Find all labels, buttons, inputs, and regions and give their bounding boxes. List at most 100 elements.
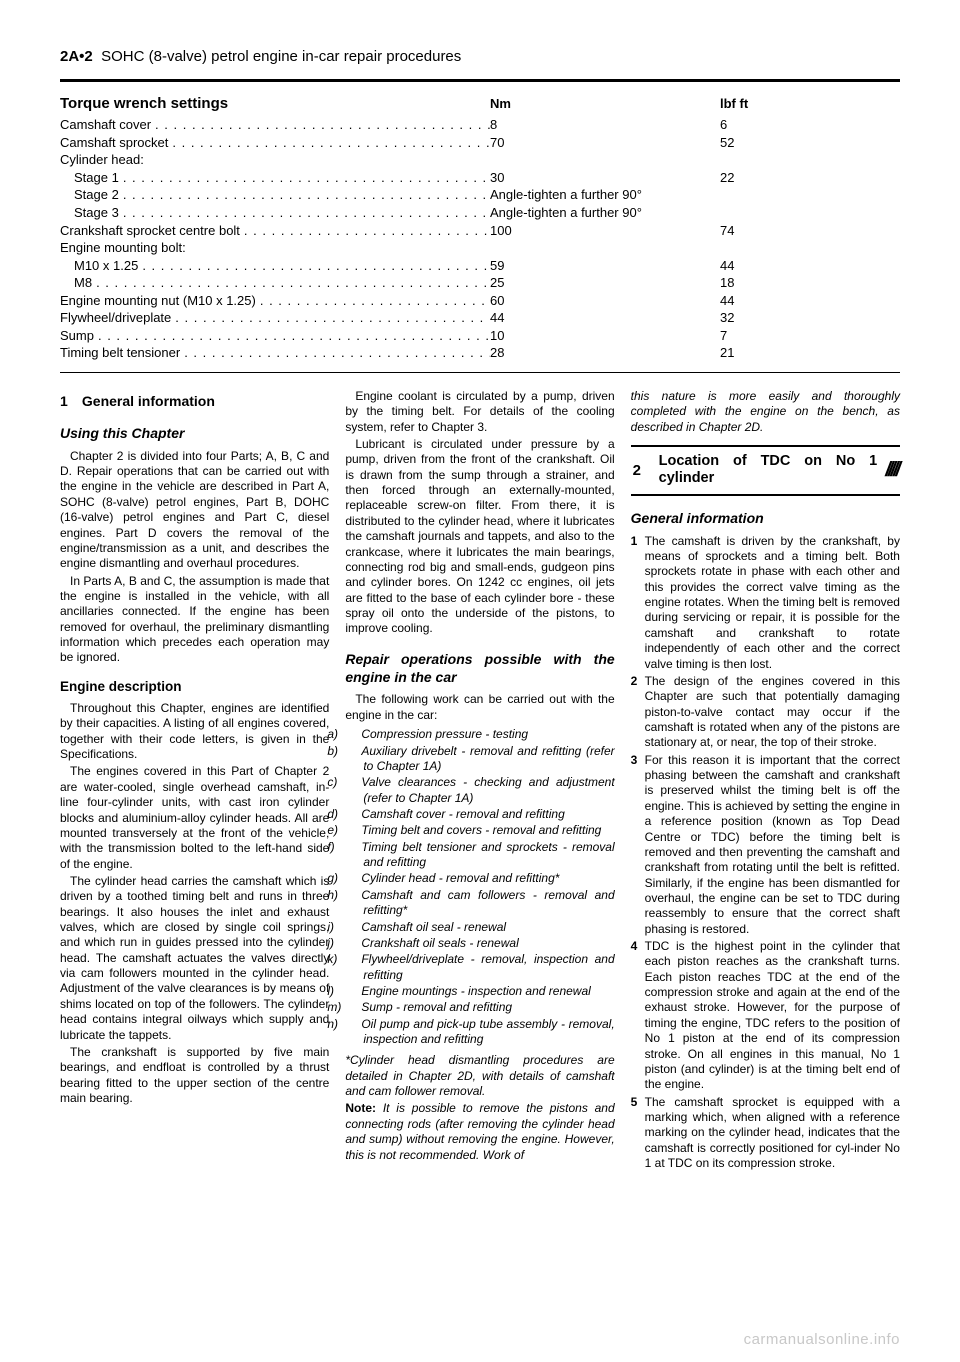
torque-nm: Angle-tighten a further 90° — [490, 204, 720, 222]
list-item: d)Camshaft cover - removal and refitting — [345, 807, 614, 822]
torque-row: Engine mounting bolt: — [60, 239, 900, 257]
torque-nm: 30 — [490, 169, 720, 187]
torque-nm: 59 — [490, 257, 720, 275]
torque-label: Timing belt tensioner — [60, 344, 490, 362]
torque-label: M10 x 1.25 — [60, 257, 490, 275]
torque-row: Camshaft sprocket7052 — [60, 134, 900, 152]
list-item: b)Auxiliary drivebelt - removal and refi… — [345, 744, 614, 775]
torque-label: Cylinder head: — [60, 151, 490, 169]
torque-nm: 8 — [490, 116, 720, 134]
torque-lb: 32 — [720, 309, 900, 327]
numbered-para: 3For this reason it is important that th… — [631, 753, 900, 937]
torque-lb: 18 — [720, 274, 900, 292]
torque-row: Cylinder head: — [60, 151, 900, 169]
body-text: In Parts A, B and C, the assumption is m… — [60, 574, 329, 666]
footnote: *Cylinder head dismantling procedures ar… — [345, 1053, 614, 1099]
torque-label: Stage 3 — [60, 204, 490, 222]
numbered-para: 1The camshaft is driven by the crankshaf… — [631, 534, 900, 672]
torque-row: Stage 13022 — [60, 169, 900, 187]
torque-label: Crankshaft sprocket centre bolt — [60, 222, 490, 240]
torque-label: M8 — [60, 274, 490, 292]
list-item: j)Crankshaft oil seals - renewal — [345, 936, 614, 951]
list-item: m)Sump - removal and refitting — [345, 1000, 614, 1015]
torque-label: Sump — [60, 327, 490, 345]
col-nm: Nm — [490, 95, 720, 113]
torque-row: Flywheel/driveplate4432 — [60, 309, 900, 327]
list-item: e)Timing belt and covers - removal and r… — [345, 823, 614, 838]
torque-row: M10 x 1.255944 — [60, 257, 900, 275]
body-text: Lubricant is circulated under pressure b… — [345, 437, 614, 637]
body-text: The cylinder head carries the camshaft w… — [60, 874, 329, 1043]
list-item: i)Camshaft oil seal - renewal — [345, 920, 614, 935]
torque-lb: 74 — [720, 222, 900, 240]
note-text: Note: It is possible to remove the pisto… — [345, 1101, 614, 1162]
torque-lb: 21 — [720, 344, 900, 362]
column-3: this nature is more easily and thoroughl… — [631, 389, 900, 1174]
col-lb: lbf ft — [720, 95, 900, 113]
divider — [60, 79, 900, 82]
section-2-box: 2 Location of TDC on No 1 cylinder ///// — [631, 445, 900, 496]
torque-label: Engine mounting bolt: — [60, 239, 490, 257]
difficulty-icon: ///// — [885, 458, 898, 484]
torque-label: Stage 2 — [60, 186, 490, 204]
torque-lb: 7 — [720, 327, 900, 345]
using-heading: Using this Chapter — [60, 425, 329, 443]
torque-lb: 52 — [720, 134, 900, 152]
numbered-para: 4TDC is the highest point in the cylinde… — [631, 939, 900, 1093]
body-columns: 1 General information Using this Chapter… — [60, 389, 900, 1174]
page-header: 2A•2 SOHC (8-valve) petrol engine in-car… — [60, 48, 900, 65]
list-item: f)Timing belt tensioner and sprockets - … — [345, 840, 614, 871]
torque-nm: 100 — [490, 222, 720, 240]
torque-row: Camshaft cover86 — [60, 116, 900, 134]
list-item: l)Engine mountings - inspection and rene… — [345, 984, 614, 999]
torque-row: Crankshaft sprocket centre bolt10074 — [60, 222, 900, 240]
repair-ops-heading: Repair operations possible with the engi… — [345, 651, 614, 687]
general-info-heading: General information — [631, 510, 900, 528]
torque-nm: 70 — [490, 134, 720, 152]
page-ref: 2A•2 — [60, 48, 93, 65]
torque-lb: 6 — [720, 116, 900, 134]
torque-settings: Torque wrench settings Nm lbf ft Camshaf… — [60, 94, 900, 362]
torque-nm: 44 — [490, 309, 720, 327]
torque-lb: 44 — [720, 292, 900, 310]
body-text: The crankshaft is supported by five main… — [60, 1045, 329, 1106]
torque-title: Torque wrench settings — [60, 94, 490, 114]
torque-row: Sump107 — [60, 327, 900, 345]
column-1: 1 General information Using this Chapter… — [60, 389, 329, 1174]
operations-list: a)Compression pressure - testing b)Auxili… — [345, 727, 614, 1047]
torque-label: Camshaft cover — [60, 116, 490, 134]
list-item: a)Compression pressure - testing — [345, 727, 614, 742]
torque-label: Camshaft sprocket — [60, 134, 490, 152]
list-item: n)Oil pump and pick-up tube assembly - r… — [345, 1017, 614, 1048]
body-text: Engine coolant is circulated by a pump, … — [345, 389, 614, 435]
torque-label: Engine mounting nut (M10 x 1.25) — [60, 292, 490, 310]
list-item: c)Valve clearances - checking and adjust… — [345, 775, 614, 806]
body-text: Throughout this Chapter, engines are ide… — [60, 701, 329, 762]
torque-nm: 25 — [490, 274, 720, 292]
list-item: h)Camshaft and cam followers - removal a… — [345, 888, 614, 919]
engine-desc-heading: Engine description — [60, 678, 329, 695]
torque-nm: Angle-tighten a further 90° — [490, 186, 720, 204]
torque-lb: 22 — [720, 169, 900, 187]
watermark: carmanualsonline.info — [744, 1331, 900, 1348]
torque-row: Engine mounting nut (M10 x 1.25)6044 — [60, 292, 900, 310]
body-text: The engines covered in this Part of Chap… — [60, 764, 329, 872]
torque-row: M82518 — [60, 274, 900, 292]
torque-label: Flywheel/driveplate — [60, 309, 490, 327]
torque-lb: 44 — [720, 257, 900, 275]
page-title: SOHC (8-valve) petrol engine in-car repa… — [101, 48, 461, 65]
torque-nm: 10 — [490, 327, 720, 345]
list-item: g)Cylinder head - removal and refitting* — [345, 871, 614, 886]
body-text: this nature is more easily and thoroughl… — [631, 389, 900, 435]
torque-row: Stage 3Angle-tighten a further 90° — [60, 204, 900, 222]
numbered-para: 5The camshaft sprocket is equipped with … — [631, 1095, 900, 1172]
torque-nm: 60 — [490, 292, 720, 310]
torque-row: Timing belt tensioner2821 — [60, 344, 900, 362]
numbered-para: 2The design of the engines covered in th… — [631, 674, 900, 751]
section-1-title: 1 General information — [60, 393, 329, 411]
column-2: Engine coolant is circulated by a pump, … — [345, 389, 614, 1174]
body-text: Chapter 2 is divided into four Parts; A,… — [60, 449, 329, 572]
torque-row: Stage 2Angle-tighten a further 90° — [60, 186, 900, 204]
torque-label: Stage 1 — [60, 169, 490, 187]
body-text: The following work can be carried out wi… — [345, 692, 614, 723]
